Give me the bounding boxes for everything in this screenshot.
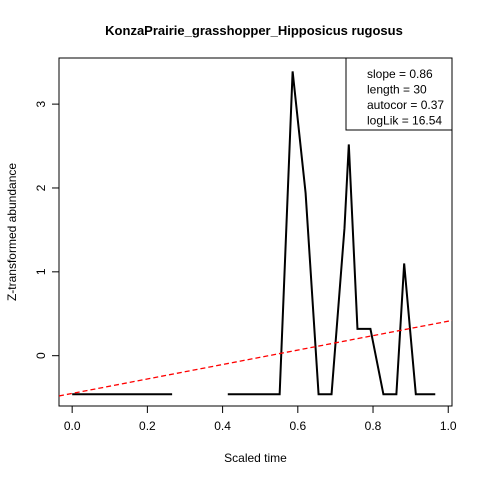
y-axis-label: Z-transformed abundance (5, 163, 19, 301)
x-axis-label: Scaled time (224, 451, 287, 465)
x-tick-label: 0.4 (214, 419, 231, 433)
x-tick-label: 1.0 (440, 419, 457, 433)
y-tick-label: 3 (34, 100, 48, 107)
x-tick-label: 0.6 (289, 419, 306, 433)
x-axis: 0.0 0.2 0.4 0.6 0.8 1.0 (64, 405, 457, 433)
legend-entry: logLik = 16.54 (367, 114, 442, 128)
legend-entry: autocor = 0.37 (367, 98, 444, 112)
legend-frame (345, 57, 453, 131)
legend-entry: slope = 0.86 (367, 67, 433, 81)
x-tick-label: 0.0 (64, 419, 81, 433)
legend-entry: length = 30 (367, 83, 427, 97)
series-layer (59, 71, 452, 397)
chart-title: KonzaPrairie_grasshopper_Hipposicus rugo… (105, 23, 403, 38)
x-tick-label: 0.2 (139, 419, 156, 433)
abundance-line-segment (227, 71, 436, 396)
trend-line (59, 319, 452, 397)
y-axis: 0 1 2 3 (34, 100, 60, 359)
y-tick-label: 1 (34, 268, 48, 275)
x-tick-label: 0.8 (365, 419, 382, 433)
y-tick-label: 0 (34, 352, 48, 359)
y-tick-label: 2 (34, 184, 48, 191)
